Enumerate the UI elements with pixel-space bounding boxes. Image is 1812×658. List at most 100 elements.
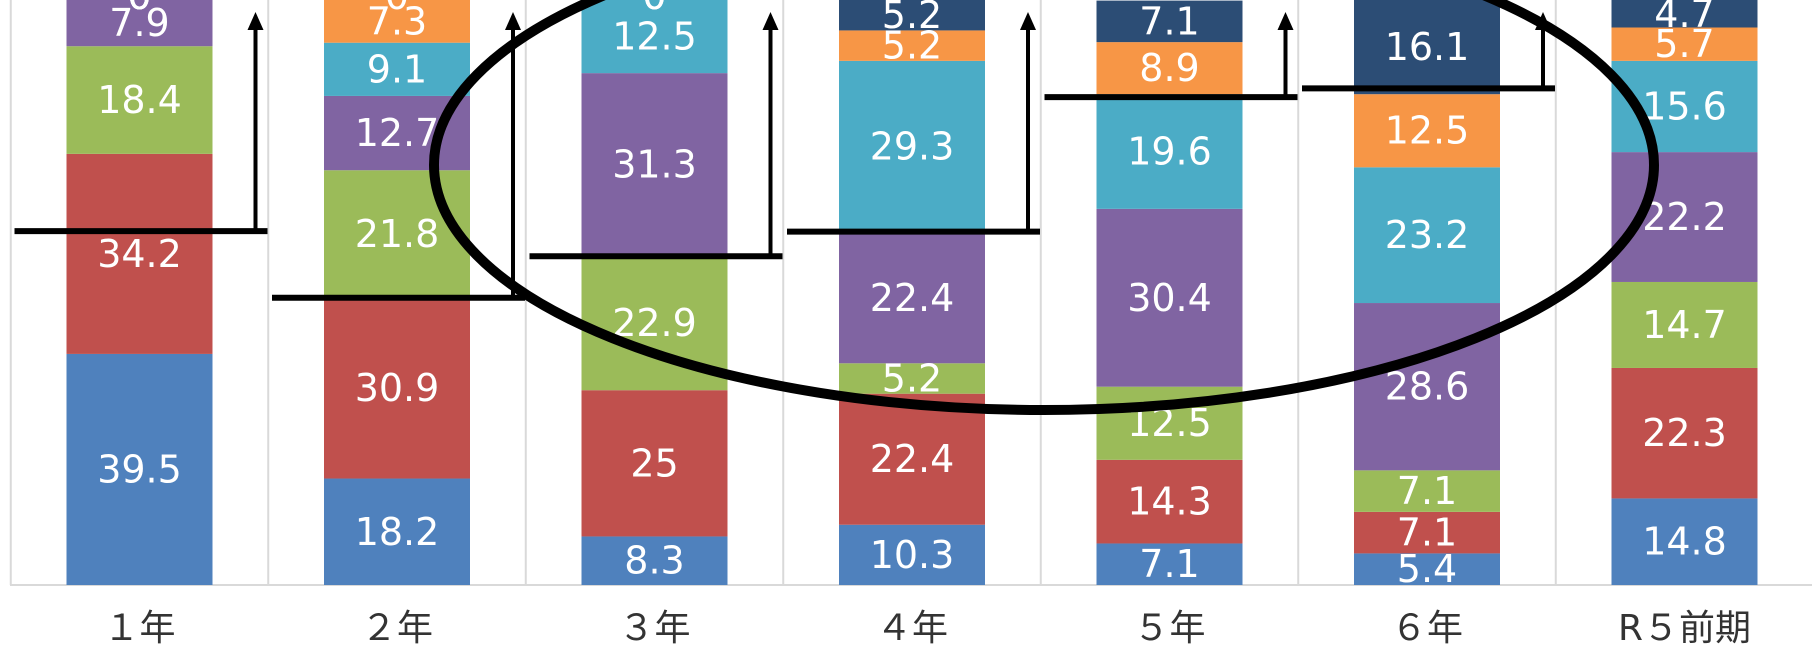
category-label: １年	[103, 608, 175, 649]
data-label: 0	[127, 0, 151, 18]
data-label: 8.9	[1139, 46, 1199, 90]
bar-segment	[1354, 303, 1500, 471]
data-label: 5.4	[1397, 547, 1457, 591]
bar-segments	[66, 0, 1758, 585]
data-label: 5.2	[882, 356, 942, 400]
data-label: 22.9	[612, 301, 697, 345]
data-label: 12.5	[1385, 109, 1470, 153]
bar-segment	[581, 73, 728, 257]
bar-segment	[1096, 459, 1243, 544]
data-label: 30.9	[355, 366, 440, 410]
bar-segment	[839, 30, 985, 61]
data-label: 0	[385, 0, 409, 18]
bar-segment	[839, 363, 985, 394]
bar-segment	[1354, 94, 1500, 168]
bar-segment	[1096, 543, 1243, 585]
data-label: 8.3	[624, 539, 684, 583]
data-label: 34.2	[97, 232, 182, 276]
bar-segment	[66, 353, 213, 585]
annotation-arrowhead	[762, 12, 779, 30]
data-label: 7.9	[109, 1, 169, 45]
bar-segment	[324, 297, 470, 479]
highlight-ellipse	[429, 0, 1659, 415]
data-label: 31.3	[612, 143, 697, 187]
bar-segment	[324, 0, 470, 43]
data-label: 7.1	[1139, 0, 1199, 43]
annotation-arrowhead	[1277, 12, 1294, 30]
annotation-arrowhead	[1020, 12, 1036, 30]
bar-segment	[581, 390, 728, 537]
category-label: ４年	[876, 608, 948, 649]
category-label: ３年	[618, 608, 690, 649]
data-label: 0	[642, 0, 666, 18]
data-label: 12.7	[355, 111, 440, 155]
bar-segment	[839, 524, 985, 585]
annotation-arrowhead	[247, 12, 264, 30]
data-label: 7.3	[367, 0, 427, 43]
bar-segment	[1611, 498, 1758, 585]
bar-segment	[324, 42, 470, 96]
category-separators	[9, 0, 1812, 586]
data-label: 15.6	[1642, 84, 1727, 128]
bar-segment	[1354, 511, 1500, 554]
bar-segment	[839, 0, 985, 31]
x-axis: １年 ２年 ３年 ４年 ５年 ６年 R５前期	[103, 608, 1751, 649]
category-label: R５前期	[1618, 608, 1751, 649]
data-label: 7.1	[1139, 542, 1199, 586]
category-label: ６年	[1391, 608, 1463, 649]
data-label: 0	[127, 0, 151, 18]
bar-segment	[66, 0, 213, 47]
bar-segment	[1611, 281, 1758, 368]
bar-segment	[1611, 0, 1758, 28]
data-label: 5.2	[882, 24, 942, 68]
bar-segment	[324, 478, 470, 585]
data-label: 5.2	[882, 0, 942, 37]
bar-segment	[1096, 94, 1243, 209]
bar-segment	[1611, 27, 1758, 61]
data-label: 18.2	[355, 510, 440, 554]
data-label: 4.7	[1654, 0, 1714, 36]
data-label: 7.1	[1397, 511, 1457, 555]
bar-segment	[839, 232, 985, 364]
data-label: 12.5	[612, 15, 697, 59]
segment-labels: 39.534.218.47.900018.230.921.812.79.17.3…	[97, 0, 1727, 591]
bar-segment	[1096, 42, 1243, 95]
data-label: 5.7	[1654, 22, 1714, 66]
data-label: 14.3	[1127, 480, 1212, 524]
bar-segment	[839, 393, 985, 525]
data-label: 29.3	[870, 125, 955, 169]
bar-segment	[1096, 0, 1243, 43]
bar-segment	[839, 60, 985, 233]
data-label: 21.8	[355, 212, 440, 256]
data-label: 16.1	[1385, 25, 1470, 69]
data-label: 18.4	[97, 78, 182, 122]
data-label: 22.4	[870, 276, 955, 320]
annotation-overlay	[14, 0, 1659, 415]
data-label: 25	[630, 441, 678, 485]
data-label: 14.7	[1642, 303, 1727, 347]
data-label: 22.3	[1642, 411, 1727, 455]
bar-segment	[1096, 208, 1243, 387]
data-label: 0	[127, 0, 151, 18]
data-label: 9.1	[367, 47, 427, 91]
bar-segment	[1354, 470, 1500, 512]
data-label: 19.6	[1127, 130, 1212, 174]
data-label: 39.5	[97, 447, 182, 491]
bar-segment	[324, 170, 470, 298]
data-label: 22.4	[870, 437, 955, 481]
category-label: ５年	[1133, 608, 1205, 649]
data-label: 14.8	[1642, 520, 1727, 564]
data-label: 23.2	[1385, 213, 1470, 257]
category-label: ２年	[361, 608, 433, 649]
data-label: 28.6	[1385, 365, 1470, 409]
annotation-arrowhead	[505, 12, 521, 30]
data-label: 10.3	[870, 533, 955, 577]
data-label: 0	[642, 0, 666, 18]
bar-segment	[66, 46, 213, 154]
bar-segment	[1354, 553, 1500, 585]
data-label: 22.2	[1642, 195, 1727, 239]
data-label: 30.4	[1127, 276, 1212, 320]
data-label: 7.1	[1397, 469, 1457, 513]
bar-segment	[1611, 367, 1758, 499]
